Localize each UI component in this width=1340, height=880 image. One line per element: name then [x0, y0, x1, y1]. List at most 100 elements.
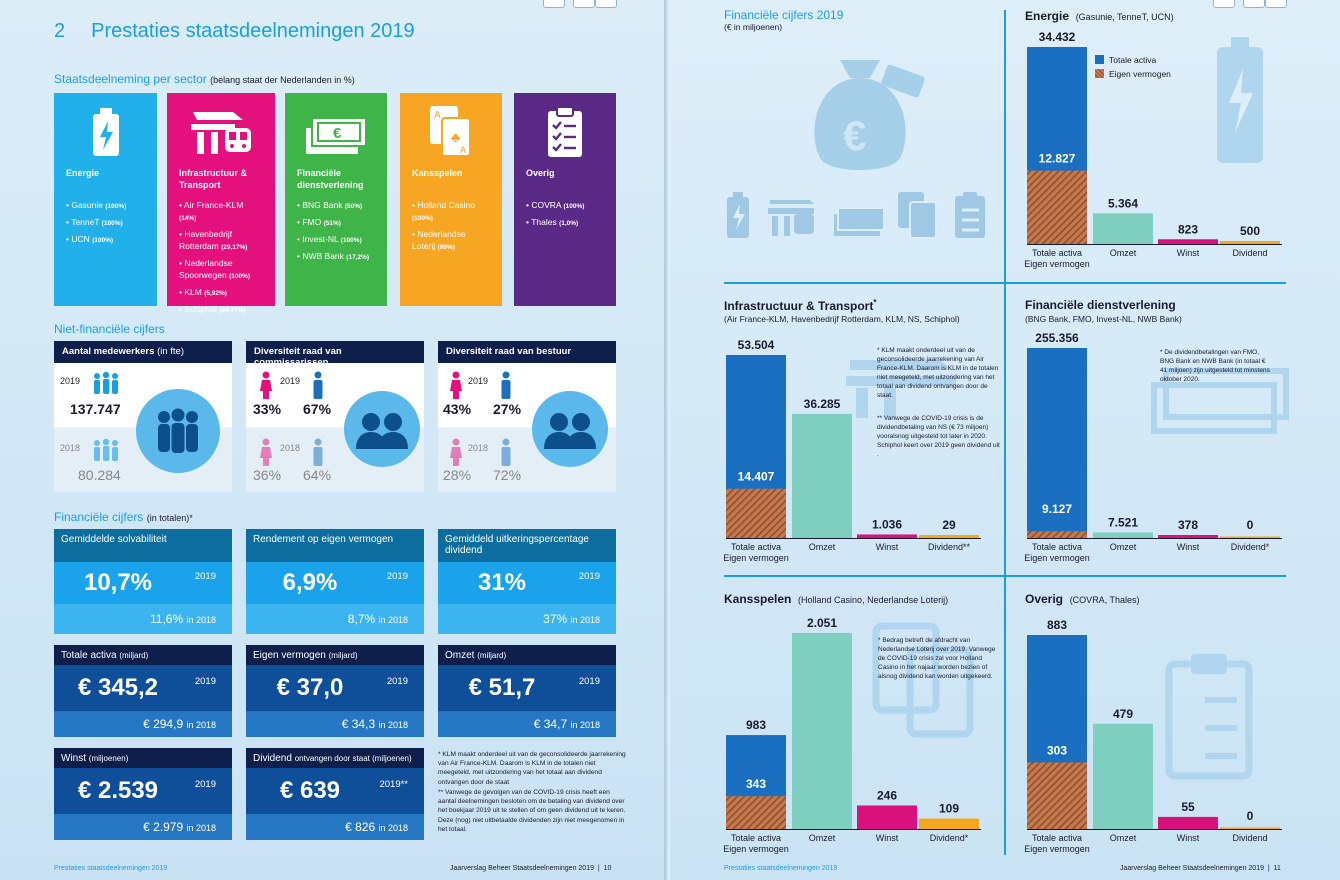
left-page: 2 Prestaties staatsdeelnemingen 2019 Staa… [0, 0, 664, 880]
page-gutter [664, 0, 670, 880]
legend-item-ta: Totale activa [1095, 53, 1171, 67]
tick-label: Totale activa [1032, 248, 1082, 258]
tick-label: Eigen vermogen [723, 844, 789, 854]
company-share: (100%) [101, 220, 123, 227]
tick-label: Eigen vermogen [723, 553, 789, 563]
card-value: € 345,2 [77, 674, 159, 701]
card-header: Winst (miljoenen) [54, 748, 232, 768]
value-label: 5.364 [1108, 196, 1138, 210]
nav-prev-button[interactable] [573, 0, 595, 8]
company-name: Air France-KLM [183, 200, 244, 210]
card-main: 10,7% 2019 [54, 562, 232, 604]
value-label: 14.407 [738, 470, 775, 484]
card-unit: (miljard) [328, 651, 358, 660]
employees-value-2019: 137.747 [70, 401, 121, 417]
svg-text:A: A [434, 110, 441, 121]
card-year: 2019 [386, 571, 408, 582]
company-share: (100%) [563, 203, 585, 210]
prev-value: 11,6% [149, 612, 184, 626]
bar-omzet [1093, 532, 1153, 538]
rvb-female-2019: 43% [443, 401, 472, 417]
nav-menu-button[interactable] [543, 0, 565, 8]
card-value: € 639 [279, 777, 341, 804]
company-name: Gasunie [71, 200, 104, 210]
card-prev-value: 37% in 2018 [543, 612, 600, 626]
tick-label: Totale activa [731, 542, 781, 552]
chart-title-overig: Overig (COVRA, Thales) [1025, 592, 1140, 606]
company-share: (100%) [229, 273, 251, 280]
bar-winst [857, 534, 917, 538]
battery-icon [1215, 35, 1265, 170]
sector-name: Kansspelen [412, 168, 463, 178]
female-icon [260, 371, 272, 404]
value-label: 7.521 [1108, 515, 1138, 529]
nav-prev-button[interactable] [1243, 0, 1265, 8]
value-label: 2.051 [807, 616, 837, 630]
tick-label: Winst [1177, 833, 1200, 843]
chart-legend: Totale activa Eigen vermogen [1095, 53, 1171, 81]
card-value: 6,9% [282, 569, 338, 596]
rvc-male-2018: 64% [303, 467, 332, 483]
list-item: • Invest-NL (100%) [297, 234, 362, 244]
company-share: (1,0%) [559, 220, 579, 227]
chart-note-infra-2: ** Vanwege de COVID-19 crisis is de divi… [877, 415, 1000, 458]
company-name: Nederlandse Spoorwegen [179, 258, 233, 280]
tick-label: Eigen vermogen [1024, 844, 1090, 854]
prev-suffix: in 2018 [378, 720, 408, 730]
nav-menu-button[interactable] [1213, 0, 1235, 8]
card-year: 2019 [194, 571, 216, 582]
value-label: 29 [942, 518, 956, 532]
sector-list: • Air France-KLM (14%) • Havenbedrijf Rot… [179, 199, 263, 317]
bar-chart-1: 53.504 14.407 36.285 1.036 29 Totale activaEi… [723, 338, 981, 563]
people-icon [90, 371, 122, 400]
card-header: Gemiddeld uitkeringspercentage dividend [438, 529, 616, 562]
company-share: (29,17%) [221, 244, 248, 251]
nonfin-heading: Niet-financiële cijfers [54, 322, 165, 336]
rvb-year-2018: 2018 [468, 443, 489, 453]
footnote-covid: ** Vanwege de gevolgen van de COVID-19 c… [438, 789, 626, 833]
list-item: • COVRA (100%) [526, 200, 585, 210]
cards-icon [898, 192, 937, 239]
svg-text:€: € [843, 112, 866, 159]
chart-sub-fin: (BNG Bank, FMO, Invest-NL, NWB Bank) [1025, 314, 1182, 324]
prev-value: € 34,3 [341, 717, 376, 731]
card-prev: 8,7% in 2018 [246, 604, 424, 634]
prev-value: € 34,7 [533, 717, 568, 731]
card-label: Omzet [445, 650, 475, 661]
card-unit: (miljoenen) [88, 754, 129, 763]
card-main: € 37,0 2019 [246, 665, 424, 711]
cards-icon [870, 620, 980, 745]
bar-eigen-vermogen [1027, 170, 1087, 244]
rvb-header: Diversiteit raad van bestuur [438, 341, 616, 363]
tick-label: Dividend [1232, 248, 1267, 258]
chart-title-infra: Infrastructuur & Transport* [724, 298, 877, 313]
bar-omzet [792, 413, 852, 538]
company-name: Havenbedrijf Rotterdam [179, 229, 233, 251]
rvc-header: Diversiteit raad van commissarissen [246, 341, 424, 368]
board-people-icon [344, 391, 420, 467]
tick-label: Totale activa [1032, 542, 1082, 552]
tick-label: Winst [876, 542, 899, 552]
company-share: (99%) [437, 244, 455, 251]
company-share: (51%) [323, 220, 341, 227]
sector-card-1: Infrastructuur & Transport • Air France-K… [167, 93, 275, 314]
sector-name: Infrastructuur & Transport [179, 168, 248, 190]
fin-unit: (€ in miljoenen) [724, 22, 783, 32]
list-item: • BNG Bank (50%) [297, 200, 363, 210]
company-share: (100%) [412, 215, 433, 222]
card-header: Eigen vermogen (miljard) [246, 645, 424, 665]
banknotes-icon [834, 207, 884, 236]
nav-next-button[interactable] [595, 0, 617, 8]
sector-list: • Gasunie (100%) • TenneT (100%) • UCN (10… [66, 199, 145, 247]
nav-next-button[interactable] [1265, 0, 1287, 8]
male-icon [500, 371, 512, 404]
tick-label: Dividend [1232, 833, 1267, 843]
sector-list: • Holland Casino (100%) • Nederlandse Lot… [412, 199, 490, 254]
bar-dividend [919, 535, 979, 538]
people-icon [90, 438, 122, 467]
bar-omzet [792, 633, 852, 829]
employees-year-2019: 2019 [60, 376, 81, 386]
prev-value: € 294,9 [143, 717, 184, 731]
chart-note-infra-1: * KLM maakt onderdeel uit van de geconso… [877, 347, 999, 399]
